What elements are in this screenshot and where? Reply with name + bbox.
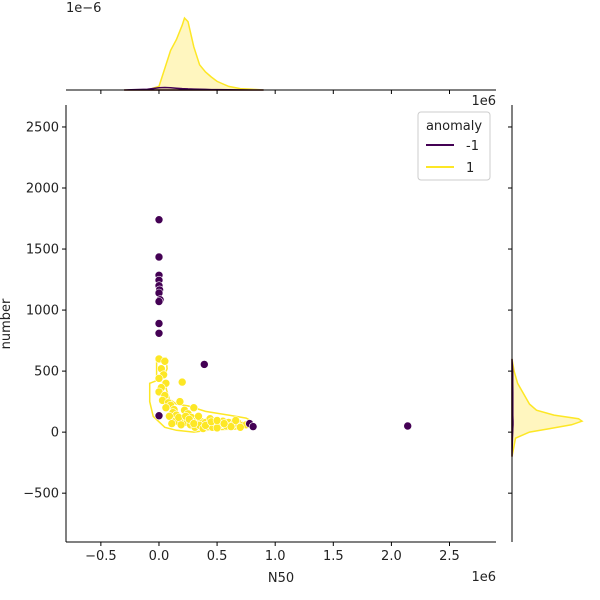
scatter-point-anomaly-pos (177, 377, 187, 387)
scatter-point-anomaly-pos (219, 419, 229, 428)
y-tick-label: 0 (51, 426, 59, 441)
scatter-point-anomaly-pos (189, 403, 199, 413)
scatter-point-anomaly-pos (174, 413, 183, 422)
x-tick-label: 1.5 (323, 549, 344, 564)
right-kde-pos (511, 358, 584, 457)
scatter-point-anomaly-pos (231, 416, 240, 425)
right-marginal (508, 105, 584, 542)
scatter-point-anomaly-pos (194, 411, 203, 421)
scatter-point-anomaly-neg (154, 252, 164, 262)
scatter-point-anomaly-pos (176, 420, 186, 430)
x-tick-label: 2.0 (381, 549, 402, 564)
scatter-point-anomaly-neg (154, 297, 164, 306)
main-axes: −0.5 0.0 0.5 1.0 1.5 2.0 2.5 −500 0 500 1000 1500 2… (0, 94, 496, 586)
y-tick-label: −500 (23, 487, 59, 502)
scatter-point-anomaly-neg (154, 328, 164, 338)
scatter-point-anomaly-pos (212, 423, 222, 433)
scatter-point-anomaly-neg (154, 215, 164, 224)
scatter-point-anomaly-pos (154, 374, 164, 383)
top-marginal: 1e−6 (66, 1, 496, 94)
scatter-point-anomaly-pos (175, 397, 185, 406)
top-marginal-offset-label: 1e−6 (66, 1, 101, 16)
scatter-point-anomaly-neg (248, 422, 258, 431)
scatter-point-anomaly-pos (161, 403, 171, 413)
x-tick-label: −0.5 (85, 549, 117, 564)
y-tick-label: 500 (34, 365, 59, 380)
y-tick-label: 2000 (26, 182, 59, 197)
y-tick-label: 2500 (26, 120, 59, 135)
y-axis-label: number (0, 298, 14, 349)
legend: anomaly -1 1 (417, 111, 491, 181)
legend-label-neg: -1 (466, 139, 479, 154)
scatter-point-anomaly-pos (212, 416, 222, 425)
right-kde-neg (511, 358, 514, 457)
scatter-point-anomaly-pos (167, 419, 177, 428)
scatter-point-anomaly-pos (160, 356, 170, 366)
legend-label-pos: 1 (466, 161, 474, 176)
y-offset-label: 1e6 (471, 94, 496, 109)
x-tick-label: 0.5 (207, 549, 228, 564)
scatter-point-anomaly-neg (154, 319, 164, 328)
x-offset-label: 1e6 (471, 570, 496, 585)
top-kde-pos (124, 16, 264, 91)
scatter-point-anomaly-neg (154, 411, 164, 421)
x-tick-label: 0.0 (149, 549, 170, 564)
scatter-point-anomaly-neg (403, 421, 413, 431)
scatter-point-anomaly-neg (200, 360, 209, 369)
x-axis-label: N50 (268, 571, 294, 586)
y-tick-label: 1000 (26, 304, 59, 319)
x-tick-label: 2.5 (439, 549, 460, 564)
legend-title: anomaly (426, 119, 482, 134)
y-tick-label: 1500 (26, 243, 59, 258)
scatter-point-anomaly-pos (189, 419, 199, 428)
scatter-point-anomaly-pos (236, 422, 245, 432)
x-tick-label: 1.0 (265, 549, 286, 564)
